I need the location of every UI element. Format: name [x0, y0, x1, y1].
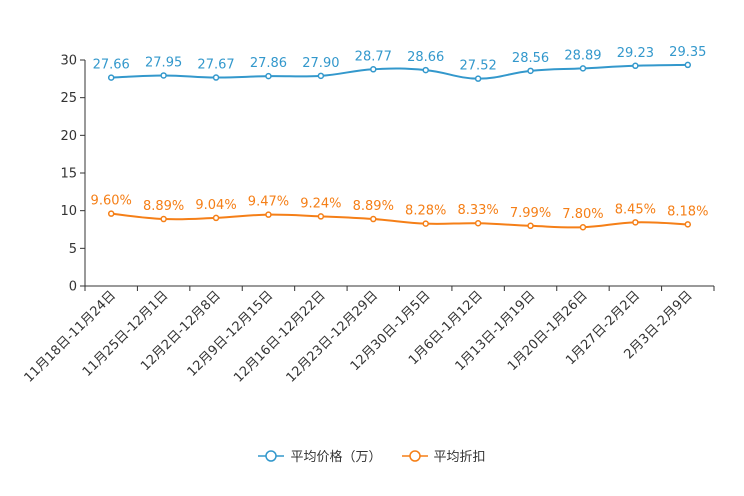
data-point: [107, 210, 115, 217]
y-tick-label: 15: [60, 167, 77, 182]
y-tick-label: 20: [60, 129, 77, 144]
x-tick-label: 12月23日-12月29日: [284, 288, 381, 385]
data-label: 9.24%: [300, 196, 341, 211]
data-label: 27.90: [302, 56, 339, 71]
data-point: [684, 221, 692, 228]
data-label: 27.86: [250, 56, 287, 71]
data-label: 29.35: [669, 45, 706, 60]
data-label: 9.60%: [91, 194, 132, 209]
series-layer: 27.66 27.95 27.67 27.86 27.90 28.77 28.66 27.52…: [91, 45, 708, 231]
legend-discount-line-icon: [401, 449, 428, 462]
series-line: [111, 212, 688, 229]
data-point: [474, 75, 482, 82]
data-label: 28.66: [407, 50, 444, 65]
data-point: [527, 67, 534, 75]
data-point: [212, 214, 220, 222]
data-label: 27.52: [460, 59, 497, 74]
data-point: [632, 62, 639, 70]
data-point: [107, 74, 115, 81]
data-label: 28.77: [355, 49, 392, 64]
y-tick-label: 25: [60, 91, 77, 106]
data-point: [579, 223, 587, 231]
data-label: 8.89%: [143, 199, 184, 214]
data-point: [370, 66, 377, 73]
data-point: [684, 61, 692, 69]
data-point: [317, 72, 325, 80]
legend-item-price[interactable]: 平均价格（万）: [258, 446, 382, 465]
data-point: [265, 211, 272, 218]
data-label: 7.80%: [562, 207, 603, 222]
data-point: [527, 222, 534, 230]
data-label: 28.56: [512, 51, 549, 66]
data-point: [422, 66, 429, 74]
data-label: 27.95: [145, 55, 182, 70]
data-label: 9.04%: [195, 198, 236, 213]
series-line: [111, 63, 688, 80]
legend-item-discount[interactable]: 平均折扣: [401, 446, 486, 465]
x-axis: 11月18日-11月24日11月25日-12月1日12月2日-12月8日12月9…: [22, 285, 715, 386]
series-discount: 9.60% 8.89% 9.04% 9.47% 9.24% 8.89% 8.28% 8.33%…: [91, 194, 708, 231]
legend: 平均价格（万） 平均折扣: [0, 446, 744, 465]
legend-price-line-icon: [258, 449, 285, 462]
data-label: 27.67: [197, 58, 234, 73]
series-price: 27.66 27.95 27.67 27.86 27.90 28.77 28.66 27.52…: [93, 45, 706, 82]
x-tick-label: 11月18日-11月24日: [22, 288, 119, 385]
data-label: 9.47%: [248, 195, 289, 210]
data-point: [632, 219, 639, 226]
legend-discount-label: 平均折扣: [433, 450, 486, 465]
data-label: 8.45%: [615, 202, 656, 217]
data-label: 7.99%: [510, 206, 551, 221]
data-label: 8.28%: [405, 204, 446, 219]
y-tick-label: 0: [69, 280, 77, 295]
data-label: 8.89%: [353, 199, 394, 214]
data-label: 28.89: [564, 48, 601, 63]
data-label: 27.66: [93, 58, 130, 73]
data-point: [579, 65, 587, 72]
y-tick-label: 5: [69, 242, 77, 257]
data-point: [212, 74, 220, 81]
data-point: [317, 213, 325, 220]
data-point: [370, 215, 377, 223]
data-point: [474, 219, 482, 227]
data-point: [160, 215, 167, 223]
legend-price-label: 平均价格（万）: [290, 450, 382, 465]
x-tick-label: 12月16日-12月22日: [231, 288, 328, 385]
y-axis: 0 5 10 15 20 25 30: [60, 54, 86, 295]
y-tick-label: 10: [60, 204, 77, 219]
data-point: [265, 72, 272, 80]
data-label: 8.33%: [457, 203, 498, 218]
y-tick-label: 30: [60, 54, 77, 69]
data-label: 29.23: [617, 46, 654, 61]
data-label: 8.18%: [667, 204, 708, 219]
data-point: [422, 220, 429, 227]
data-point: [160, 72, 167, 79]
